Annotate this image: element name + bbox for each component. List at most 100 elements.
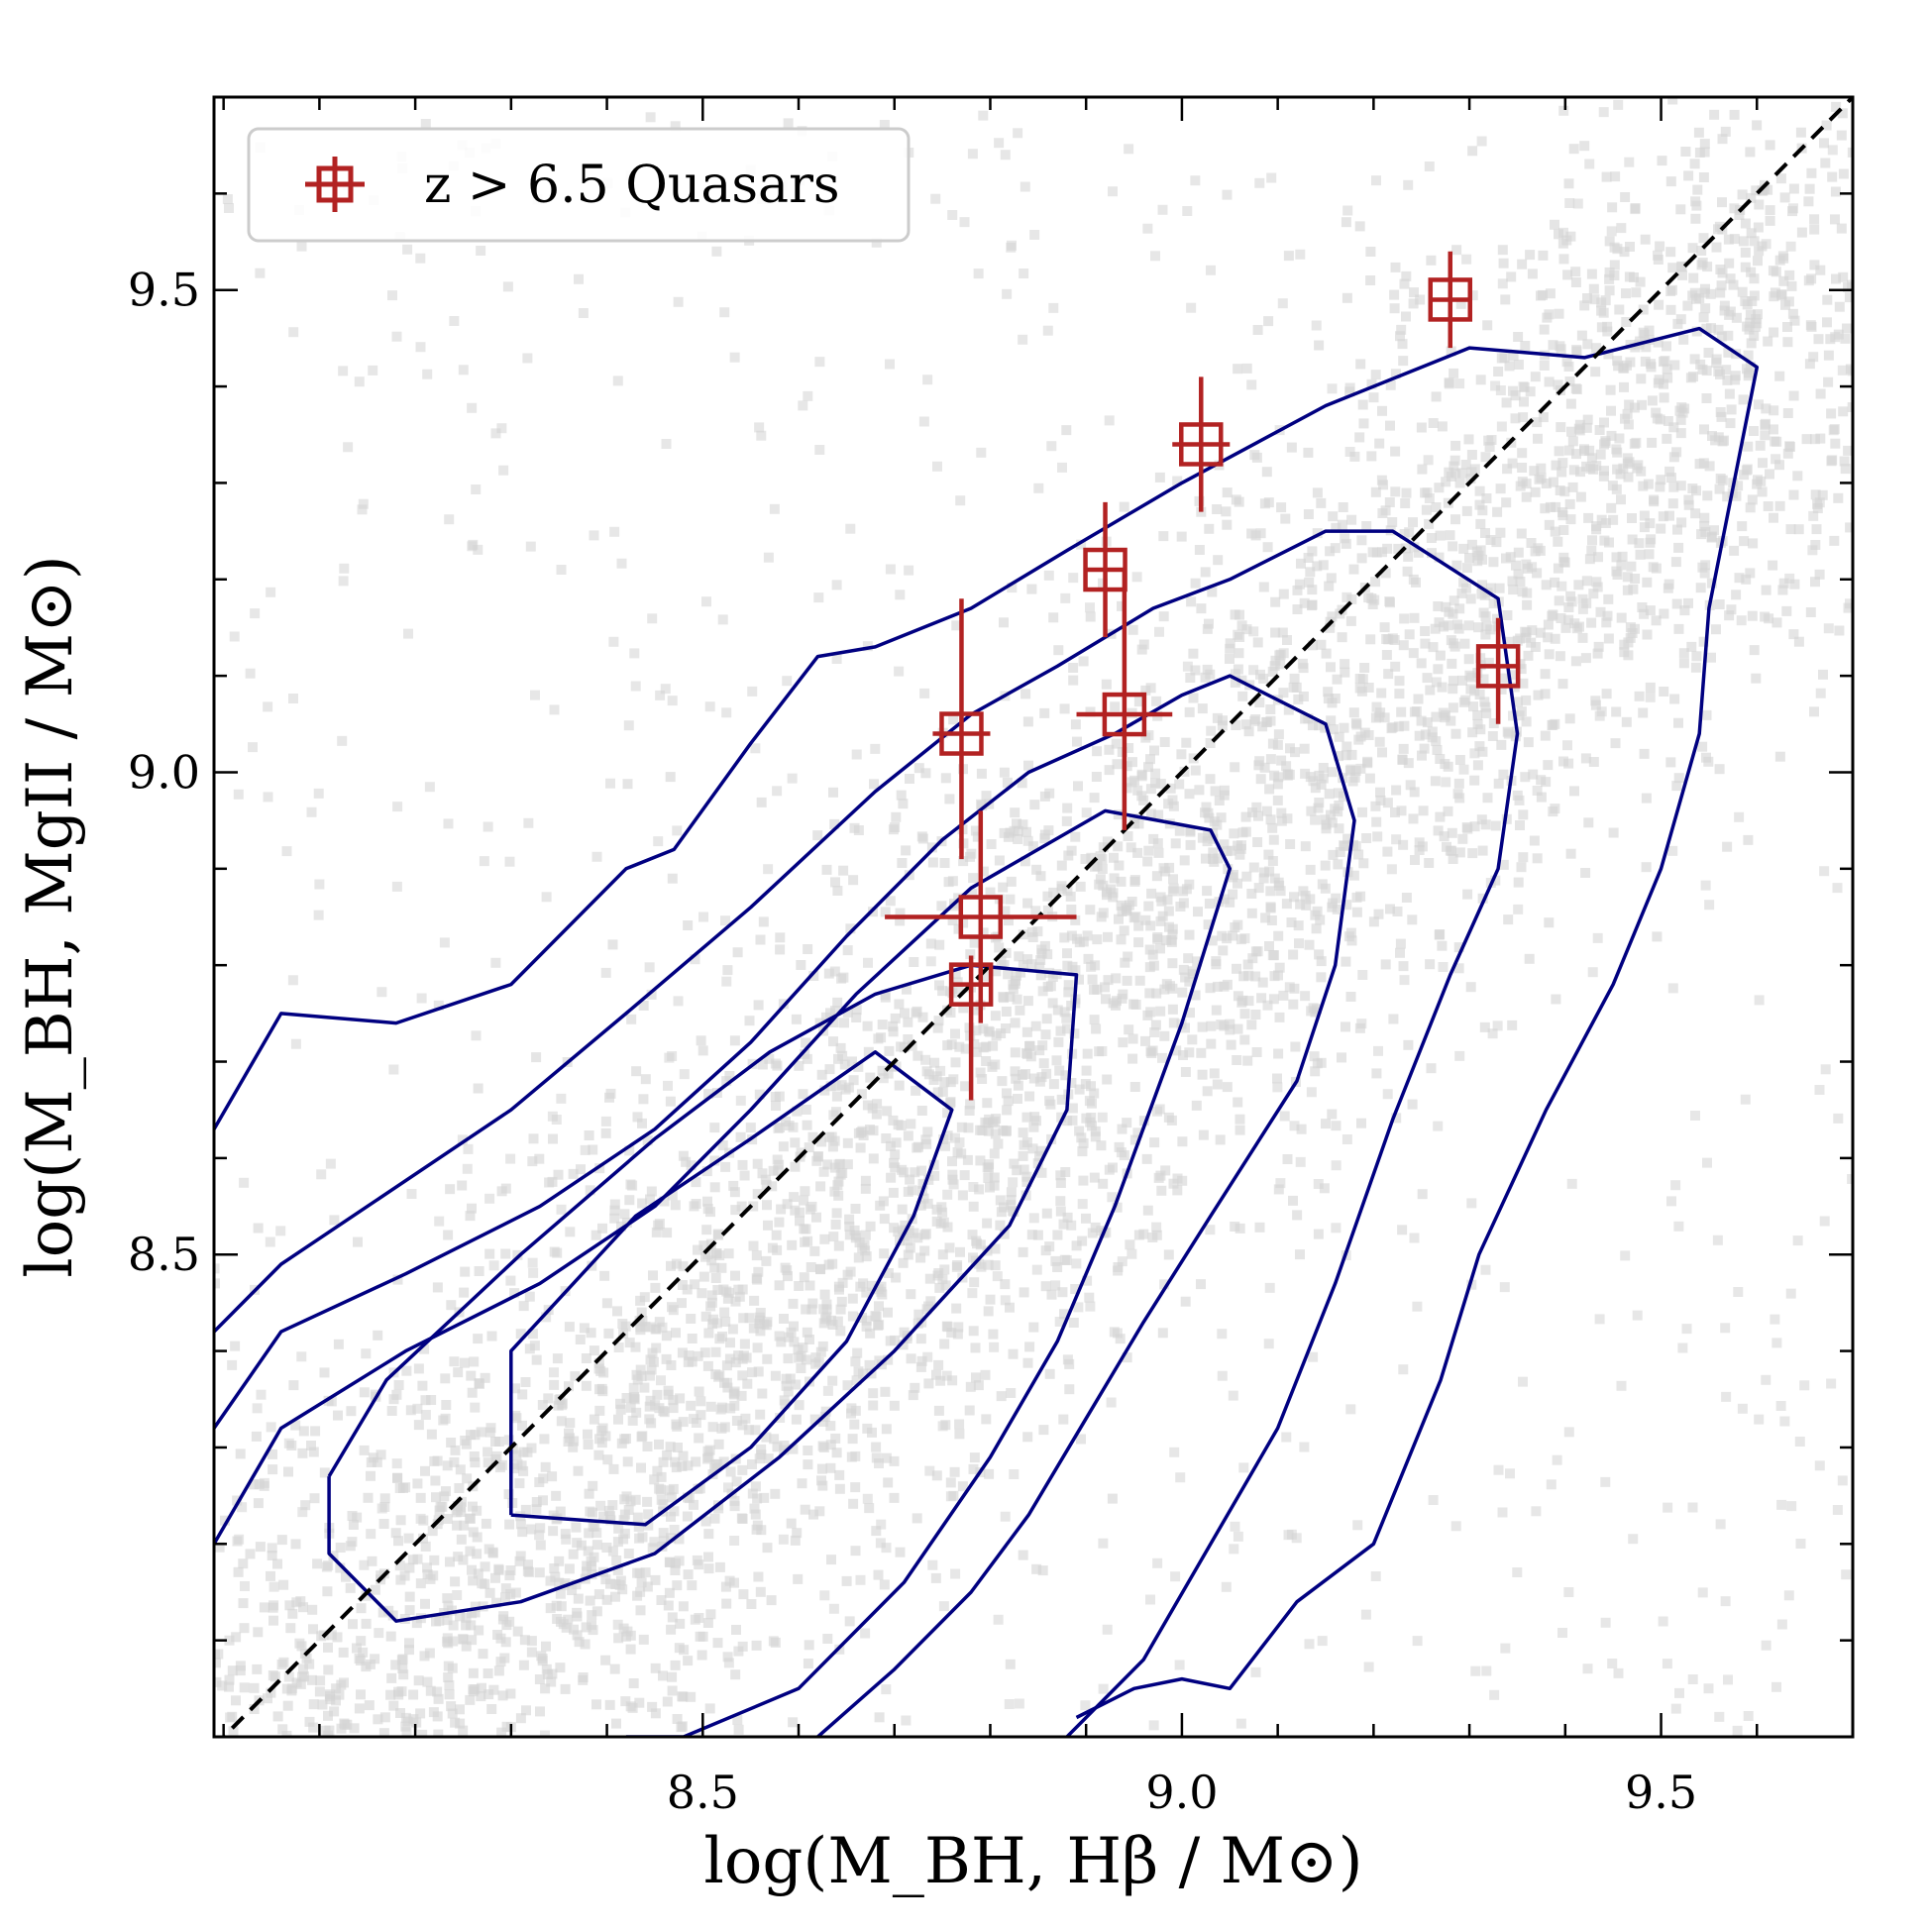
scatter-point (1577, 603, 1588, 614)
scatter-point (1611, 706, 1622, 717)
scatter-point (747, 686, 758, 697)
scatter-point (1256, 993, 1267, 1004)
scatter-point (1035, 955, 1046, 965)
scatter-point (1085, 706, 1096, 717)
legend: z > 6.5 Quasars (247, 127, 911, 243)
scatter-point (978, 927, 989, 938)
scatter-point (1249, 450, 1260, 461)
scatter-point (1647, 395, 1658, 406)
scatter-point (834, 1469, 845, 1480)
scatter-point (786, 1518, 797, 1529)
scatter-point (556, 1093, 567, 1104)
scatter-point (737, 1464, 748, 1475)
scatter-point (1055, 1196, 1066, 1207)
scatter-point (819, 1289, 830, 1300)
scatter-point (658, 1406, 669, 1416)
scatter-point (1737, 521, 1748, 532)
scatter-point (512, 1626, 523, 1637)
scatter-point (296, 241, 307, 252)
scatter-point (1212, 819, 1223, 830)
scatter-point (1448, 684, 1458, 695)
scatter-point (647, 1701, 658, 1712)
scatter-point (1203, 919, 1214, 930)
scatter-point (842, 1380, 853, 1391)
scatter-point (354, 1703, 365, 1714)
scatter-point (1567, 436, 1578, 447)
scatter-point (953, 1322, 964, 1333)
scatter-point (1273, 970, 1283, 981)
scatter-point (1433, 601, 1444, 611)
scatter-point (450, 1576, 461, 1587)
scatter-point (1265, 704, 1276, 714)
scatter-point (1312, 561, 1323, 572)
scatter-point (647, 1543, 658, 1554)
scatter-point (1080, 1700, 1091, 1711)
scatter-point (1558, 756, 1568, 767)
scatter-point (1698, 233, 1709, 244)
scatter-point (847, 1311, 858, 1322)
scatter-point (1277, 298, 1288, 309)
scatter-point (440, 1413, 451, 1424)
scatter-point (654, 1219, 665, 1230)
scatter-point (1613, 1667, 1624, 1678)
scatter-point (999, 617, 1009, 628)
scatter-point (650, 1663, 661, 1673)
scatter-point (1609, 270, 1620, 280)
scatter-point (1013, 834, 1023, 844)
scatter-point (829, 818, 840, 829)
scatter-point (1342, 205, 1353, 216)
scatter-point (1230, 1222, 1240, 1232)
scatter-point (1028, 1073, 1039, 1084)
scatter-point (1250, 971, 1261, 982)
scatter-point (1222, 1082, 1233, 1093)
scatter-point (1544, 376, 1555, 387)
scatter-point (1104, 744, 1115, 755)
scatter-point (1185, 1008, 1195, 1019)
scatter-point (1307, 599, 1318, 610)
scatter-point (1182, 206, 1193, 216)
scatter-point (1826, 1378, 1837, 1389)
scatter-point (1612, 356, 1623, 367)
scatter-point (1022, 996, 1033, 1007)
scatter-point (1124, 144, 1134, 155)
scatter-point (1631, 287, 1642, 298)
scatter-point (1119, 501, 1129, 512)
scatter-point (677, 1461, 688, 1471)
scatter-point (780, 1399, 791, 1410)
scatter-point (1482, 793, 1493, 804)
scatter-point (1194, 785, 1205, 796)
scatter-point (467, 1635, 478, 1646)
scatter-point (1422, 487, 1433, 498)
scatter-point (520, 1377, 531, 1387)
scatter-point (1316, 639, 1327, 650)
scatter-point (1191, 1100, 1202, 1111)
scatter-point (1196, 603, 1207, 614)
scatter-point (228, 1726, 239, 1737)
scatter-point (1739, 470, 1750, 481)
scatter-point (677, 1721, 688, 1732)
scatter-point (1495, 527, 1506, 538)
scatter-point (873, 1569, 884, 1580)
scatter-point (608, 1463, 619, 1474)
scatter-point (1586, 453, 1597, 464)
scatter-point (1558, 105, 1569, 116)
scatter-point (764, 1053, 775, 1064)
scatter-point (1367, 547, 1378, 558)
scatter-point (1814, 497, 1825, 508)
scatter-point (806, 1304, 817, 1315)
scatter-point (1289, 673, 1300, 684)
y-axis-label: log(M_BH, MgII / M⊙) (14, 555, 87, 1277)
scatter-point (696, 1410, 706, 1421)
scatter-point (1520, 341, 1531, 351)
scatter-point (1313, 1229, 1324, 1239)
scatter-point (1149, 1137, 1160, 1148)
scatter-point (1222, 519, 1233, 530)
scatter-point (798, 1342, 808, 1353)
scatter-point (412, 1403, 423, 1414)
scatter-point (1233, 1097, 1243, 1108)
scatter-point (990, 1011, 1001, 1021)
scatter-point (1770, 1314, 1780, 1325)
scatter-point (1292, 585, 1303, 595)
scatter-point (1536, 775, 1547, 786)
scatter-point (1668, 422, 1679, 433)
